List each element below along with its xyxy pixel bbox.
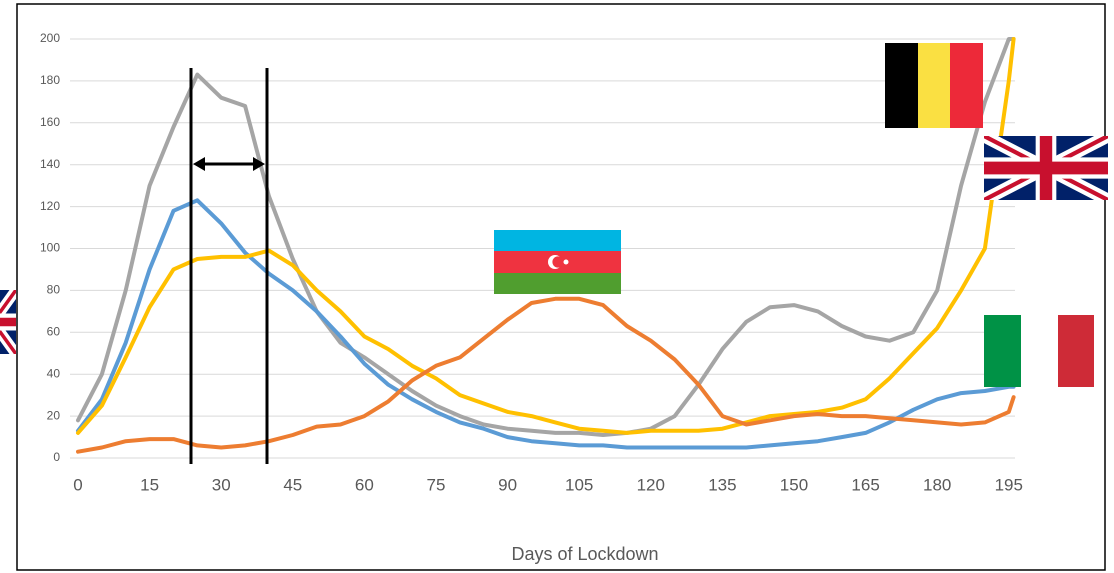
series-line bbox=[76, 37, 1016, 435]
x-axis-label: Days of Lockdown bbox=[511, 544, 658, 564]
grid bbox=[70, 38, 1015, 459]
x-tick-label: 15 bbox=[140, 475, 159, 494]
flag-belgium bbox=[885, 43, 983, 128]
flag-azerbaijan bbox=[494, 230, 621, 294]
x-tick-label: 105 bbox=[565, 475, 593, 494]
series-line bbox=[76, 37, 1016, 437]
x-tick-label: 60 bbox=[355, 475, 374, 494]
x-tick-label: 165 bbox=[851, 475, 879, 494]
flag-uk-partial bbox=[0, 290, 16, 354]
x-tick-label: 45 bbox=[283, 475, 302, 494]
x-tick-label: 120 bbox=[637, 475, 665, 494]
flag-uk bbox=[984, 136, 1108, 200]
x-tick-label: 150 bbox=[780, 475, 808, 494]
x-tick-label: 75 bbox=[427, 475, 446, 494]
y-tick-label: 0 bbox=[53, 450, 60, 464]
y-tick-label: 100 bbox=[40, 241, 60, 255]
x-tick-label: 0 bbox=[73, 475, 82, 494]
x-tick-label: 195 bbox=[995, 475, 1023, 494]
y-tick-label: 120 bbox=[40, 199, 60, 213]
x-tick-label: 180 bbox=[923, 475, 951, 494]
x-tick-label: 135 bbox=[708, 475, 736, 494]
y-tick-label: 140 bbox=[40, 157, 60, 171]
annotation bbox=[189, 68, 269, 464]
y-tick-label: 160 bbox=[40, 115, 60, 129]
flag-italy bbox=[984, 315, 1094, 387]
series-line bbox=[76, 296, 1016, 454]
y-tick-label: 60 bbox=[47, 324, 61, 338]
y-tick-label: 80 bbox=[47, 283, 61, 297]
x-tick-label: 30 bbox=[212, 475, 231, 494]
x-tick-label: 90 bbox=[498, 475, 517, 494]
series-line bbox=[76, 198, 1016, 450]
lines bbox=[76, 37, 1016, 454]
y-tick-label: 20 bbox=[47, 408, 61, 422]
y-tick-label: 200 bbox=[40, 31, 60, 45]
y-tick-label: 180 bbox=[40, 73, 60, 87]
y-tick-label: 40 bbox=[47, 366, 61, 380]
